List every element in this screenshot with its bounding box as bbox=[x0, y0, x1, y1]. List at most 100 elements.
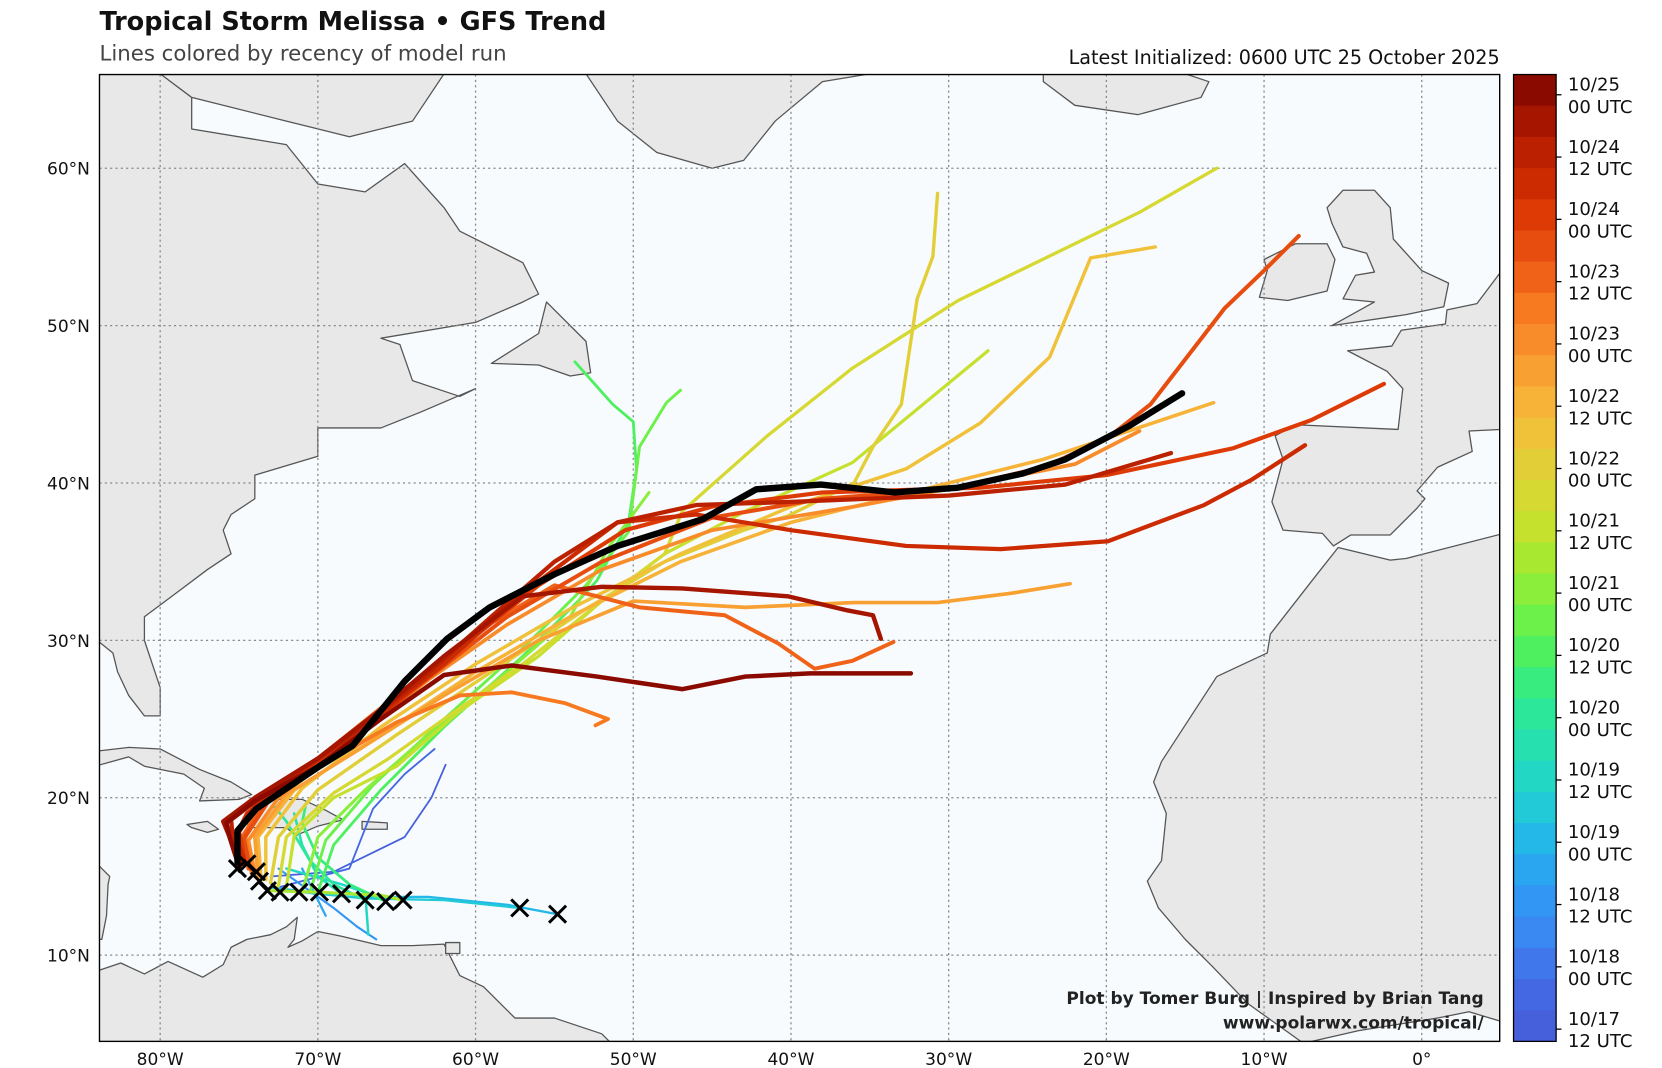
colorbar-bin bbox=[1513, 604, 1557, 637]
initial-position-marker bbox=[376, 892, 396, 912]
colorbar-bin bbox=[1513, 479, 1557, 512]
colorbar-frame bbox=[1512, 73, 1557, 1043]
initial-position-marker bbox=[309, 882, 330, 902]
land-baffin-island bbox=[160, 74, 445, 138]
initial-position-marker bbox=[355, 890, 375, 910]
initial-position-marker bbox=[510, 898, 530, 918]
colorbar-label-date: 10/23 bbox=[1568, 261, 1620, 282]
colorbar-label-time: 12 UTC bbox=[1568, 657, 1633, 678]
initial-position-marker bbox=[227, 859, 248, 879]
colorbar-label-time: 12 UTC bbox=[1568, 533, 1633, 554]
land-puerto-rico bbox=[361, 820, 388, 830]
colorbar-label-time: 00 UTC bbox=[1568, 844, 1633, 865]
land-greenland bbox=[585, 74, 870, 169]
colorbar-label-date: 10/18 bbox=[1568, 947, 1620, 968]
colorbar-label-date: 10/19 bbox=[1568, 822, 1620, 843]
colorbar-bin bbox=[1513, 823, 1557, 855]
colorbar-bin bbox=[1513, 760, 1557, 793]
colorbar-label-time: 12 UTC bbox=[1568, 408, 1633, 429]
colorbar-bin bbox=[1513, 947, 1557, 980]
model-track bbox=[268, 191, 940, 885]
colorbar-bin bbox=[1513, 1010, 1557, 1042]
colorbar-bin bbox=[1513, 916, 1557, 949]
colorbar-label-time: 00 UTC bbox=[1568, 720, 1633, 741]
model-track bbox=[284, 349, 990, 890]
colorbar-bin bbox=[1513, 885, 1557, 918]
colorbar-bin bbox=[1513, 542, 1557, 575]
latest-initialized: Latest Initialized: 0600 UTC 25 October … bbox=[1069, 46, 1500, 69]
colorbar-bin bbox=[1513, 511, 1557, 543]
lon-tick-label: 60°W bbox=[452, 1050, 499, 1068]
colorbar-bin bbox=[1513, 292, 1557, 325]
colorbar-bin bbox=[1513, 386, 1557, 419]
colorbar-label-date: 10/20 bbox=[1568, 697, 1620, 718]
lat-tick-label: 60°N bbox=[47, 160, 90, 180]
initial-position-marker bbox=[289, 882, 309, 902]
credit-url: www.polarwx.com/tropical/ bbox=[1223, 1014, 1485, 1034]
colorbar-bin bbox=[1513, 729, 1557, 762]
model-track bbox=[277, 867, 378, 941]
colorbar-bin bbox=[1513, 417, 1557, 450]
initial-position-marker bbox=[237, 854, 257, 874]
colorbar-label-date: 10/21 bbox=[1568, 573, 1620, 594]
colorbar-label-date: 10/22 bbox=[1568, 386, 1620, 407]
initial-positions bbox=[227, 854, 568, 924]
land-north-america bbox=[99, 74, 540, 717]
initial-position-marker bbox=[547, 904, 568, 924]
colorbar-label-time: 00 UTC bbox=[1568, 595, 1633, 616]
model-track bbox=[264, 245, 1157, 882]
colorbar-label-date: 10/19 bbox=[1568, 760, 1620, 781]
lon-tick-label: 0° bbox=[1412, 1050, 1431, 1068]
lon-tick-label: 70°W bbox=[294, 1050, 341, 1068]
colorbar-bin bbox=[1513, 168, 1557, 200]
colorbar-bin bbox=[1513, 635, 1557, 668]
colorbar-bin bbox=[1513, 136, 1557, 169]
colorbar-label-time: 12 UTC bbox=[1568, 1031, 1633, 1052]
model-track bbox=[253, 581, 1072, 879]
lon-tick-label: 50°W bbox=[610, 1050, 657, 1068]
lon-tick-label: 80°W bbox=[137, 1050, 184, 1068]
land-europe bbox=[1271, 272, 1500, 547]
lat-tick-label: 50°N bbox=[47, 317, 90, 337]
colorbar-label-time: 12 UTC bbox=[1568, 284, 1633, 305]
colorbar-bin bbox=[1513, 74, 1557, 107]
land-cuba bbox=[99, 746, 253, 802]
gridlines bbox=[99, 74, 1500, 1042]
colorbar-label-time: 00 UTC bbox=[1568, 969, 1633, 990]
colorbar-bin bbox=[1513, 854, 1557, 886]
initial-position-marker bbox=[393, 890, 413, 910]
colorbar-bin bbox=[1513, 698, 1557, 731]
colorbar-bin bbox=[1513, 230, 1557, 263]
latest-model-track bbox=[234, 390, 1186, 866]
colorbar-bin bbox=[1513, 199, 1557, 232]
model-track bbox=[300, 805, 388, 903]
land-trinidad bbox=[445, 941, 461, 955]
lat-tick-label: 40°N bbox=[47, 474, 90, 494]
lat-tick-label: 30°N bbox=[47, 632, 90, 652]
land-central-america bbox=[99, 865, 111, 941]
colorbar-label-date: 10/17 bbox=[1568, 1009, 1620, 1030]
initial-position-marker bbox=[331, 884, 352, 904]
model-tracks bbox=[221, 166, 1387, 941]
colorbar-label-time: 12 UTC bbox=[1568, 782, 1633, 803]
land-south-america bbox=[99, 916, 611, 1042]
credit-line: Plot by Tomer Burg | Inspired by Brian T… bbox=[1066, 989, 1483, 1009]
colorbar-bin bbox=[1513, 324, 1557, 356]
colorbar-label-time: 00 UTC bbox=[1568, 346, 1633, 367]
colorbar-label-time: 12 UTC bbox=[1568, 907, 1633, 928]
model-track bbox=[265, 889, 405, 902]
colorbar-bin bbox=[1513, 261, 1557, 294]
colorbar-bin bbox=[1513, 105, 1557, 138]
axis-labels: 80°W 70°W 60°W 50°W 40°W 30°W 20°W 10°W 0° 60°N 50… bbox=[47, 160, 1431, 1068]
land-layer bbox=[99, 74, 1500, 1042]
colorbar-bin bbox=[1513, 573, 1557, 606]
lat-tick-label: 10°N bbox=[47, 947, 90, 967]
colorbar-bin bbox=[1513, 791, 1557, 824]
colorbar-bin bbox=[1513, 667, 1557, 699]
colorbar-label-date: 10/23 bbox=[1568, 324, 1620, 345]
model-track bbox=[269, 763, 447, 878]
colorbar-label-date: 10/18 bbox=[1568, 884, 1620, 905]
lon-tick-label: 40°W bbox=[767, 1050, 814, 1068]
lon-tick-label: 20°W bbox=[1083, 1050, 1130, 1068]
